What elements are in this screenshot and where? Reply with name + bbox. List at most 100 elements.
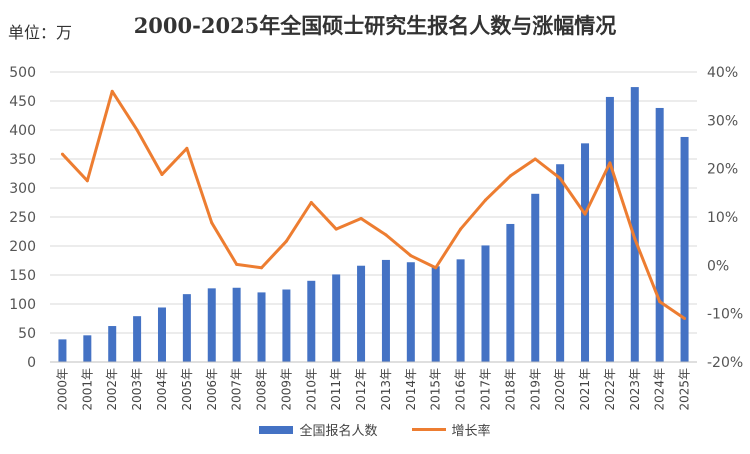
x-tick-label: 2020年 (553, 368, 567, 411)
y-right-tick-label: 40% (707, 65, 738, 81)
line-point (135, 128, 139, 132)
line-point (508, 174, 512, 178)
line-point (558, 176, 562, 180)
y-right-tick-label: 10% (707, 210, 738, 226)
line-point (110, 89, 114, 93)
y-left-tick-label: 400 (9, 123, 36, 139)
line-point (309, 201, 313, 204)
y-left-tick-label: 100 (9, 297, 36, 313)
legend-label-bars: 全国报名人数 (299, 424, 378, 439)
x-tick-label: 2017年 (478, 368, 492, 411)
bar (381, 259, 390, 362)
y-left-tick-label: 150 (9, 268, 36, 284)
bar (232, 287, 241, 362)
bar (58, 339, 67, 362)
y-left-tick-label: 50 (18, 326, 36, 342)
bar (531, 193, 540, 362)
bar (257, 292, 266, 362)
x-tick-label: 2002年 (105, 368, 119, 411)
line-point (185, 146, 189, 150)
x-tick-label: 2005年 (180, 368, 194, 411)
bar (431, 266, 440, 362)
bar (481, 245, 490, 362)
y-right-tick-label: 30% (707, 113, 738, 129)
line-point (359, 216, 363, 220)
x-tick-label: 2001年 (80, 368, 94, 411)
y-right-tick-label: 0% (707, 258, 729, 274)
line-point (235, 262, 239, 266)
y-left-tick-label: 300 (9, 181, 36, 197)
line-point (409, 254, 413, 258)
bar (630, 87, 639, 362)
bar (83, 335, 92, 362)
line-point (658, 300, 662, 304)
line-point (260, 266, 264, 270)
y-axis-left: 0 50 100 150 200 250 300 350 400 450 500 (9, 65, 36, 371)
x-tick-label: 2007年 (230, 368, 244, 411)
bar (157, 307, 166, 362)
bar (680, 136, 689, 362)
line-point (483, 198, 487, 202)
x-tick-label: 2009年 (279, 368, 293, 411)
x-tick-label: 2025年 (678, 368, 692, 411)
line-point (608, 161, 612, 165)
y-left-tick-label: 350 (9, 152, 36, 168)
y-right-tick-label: 20% (707, 162, 738, 178)
bar (655, 107, 664, 363)
x-tick-label: 2018年 (503, 368, 517, 411)
x-tick-label: 2004年 (155, 368, 169, 411)
x-tick-label: 2006年 (205, 368, 219, 411)
y-left-tick-label: 500 (9, 65, 36, 81)
x-tick-label: 2024年 (653, 368, 667, 411)
unit-label: 单位：万 (8, 23, 73, 42)
line-point (384, 233, 388, 237)
y-left-tick-label: 450 (9, 94, 36, 110)
x-tick-label: 2023年 (628, 368, 642, 411)
y-left-tick-label: 200 (9, 239, 36, 255)
bar (332, 274, 341, 362)
y-left-tick-label: 0 (27, 355, 36, 371)
chart-title: 2000-2025年全国硕士研究生报名人数与涨幅情况 (133, 13, 617, 38)
x-tick-label: 2019年 (528, 368, 542, 411)
bar (282, 289, 291, 362)
bar (581, 143, 590, 362)
line-point (633, 237, 637, 241)
y-left-tick-label: 250 (9, 210, 36, 226)
line-point (533, 157, 537, 161)
x-tick-label: 2021年 (578, 368, 592, 411)
y-right-tick-label: -20% (707, 355, 743, 371)
line-point (210, 221, 214, 225)
legend-swatch-line (411, 428, 446, 431)
bar (456, 259, 465, 362)
bar (605, 96, 614, 362)
line-point (459, 227, 463, 231)
line-point (334, 227, 338, 231)
line-point (683, 317, 687, 320)
growth-rate-line (61, 89, 686, 320)
bar (182, 294, 191, 362)
line-point (160, 172, 164, 176)
line-point (284, 239, 288, 243)
line-point (434, 266, 438, 270)
x-tick-label: 2013年 (379, 368, 393, 411)
x-tick-label: 2011年 (329, 368, 343, 411)
legend-label-line: 增长率 (451, 424, 491, 439)
gridlines (50, 71, 697, 363)
line-point (583, 212, 587, 216)
bar (133, 316, 142, 362)
x-tick-label: 2003年 (130, 368, 144, 411)
line-point (60, 152, 64, 156)
bar (556, 164, 565, 362)
y-axis-right: -20% -10% 0% 10% 20% 30% 40% (707, 65, 743, 371)
x-tick-label: 2010年 (304, 368, 318, 411)
line-point (85, 179, 89, 183)
x-tick-label: 2015年 (429, 368, 443, 411)
bar (406, 262, 415, 362)
x-tick-label: 2016年 (454, 368, 468, 411)
y-right-tick-label: -10% (707, 307, 743, 323)
legend-item-bars: 全国报名人数 (259, 420, 378, 439)
legend: 全国报名人数 增长率 (0, 420, 750, 439)
x-tick-label: 2012年 (354, 368, 368, 411)
